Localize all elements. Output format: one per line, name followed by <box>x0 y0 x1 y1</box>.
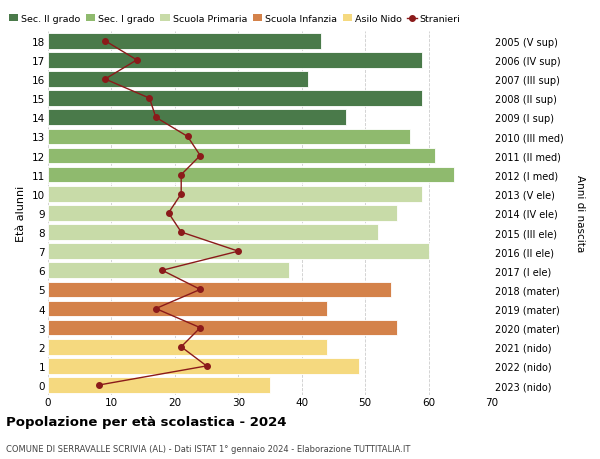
Bar <box>48 263 289 279</box>
Bar <box>48 339 327 355</box>
Bar <box>48 91 422 107</box>
Bar <box>48 377 270 393</box>
Bar <box>48 72 308 88</box>
Text: Popolazione per età scolastica - 2024: Popolazione per età scolastica - 2024 <box>6 415 287 428</box>
Bar <box>48 53 422 68</box>
Bar <box>48 168 454 183</box>
Bar <box>48 206 397 221</box>
Y-axis label: Età alunni: Età alunni <box>16 185 26 241</box>
Bar <box>48 282 391 297</box>
Bar <box>48 110 346 126</box>
Bar <box>48 186 422 202</box>
Bar <box>48 225 378 241</box>
Bar <box>48 148 435 164</box>
Bar <box>48 244 428 259</box>
Bar <box>48 320 397 336</box>
Bar <box>48 358 359 374</box>
Legend: Sec. II grado, Sec. I grado, Scuola Primaria, Scuola Infanzia, Asilo Nido, Stran: Sec. II grado, Sec. I grado, Scuola Prim… <box>8 15 460 24</box>
Bar <box>48 301 327 317</box>
Bar <box>48 34 321 50</box>
Y-axis label: Anni di nascita: Anni di nascita <box>575 175 584 252</box>
Bar <box>48 129 410 145</box>
Text: COMUNE DI SERRAVALLE SCRIVIA (AL) - Dati ISTAT 1° gennaio 2024 - Elaborazione TU: COMUNE DI SERRAVALLE SCRIVIA (AL) - Dati… <box>6 444 410 453</box>
